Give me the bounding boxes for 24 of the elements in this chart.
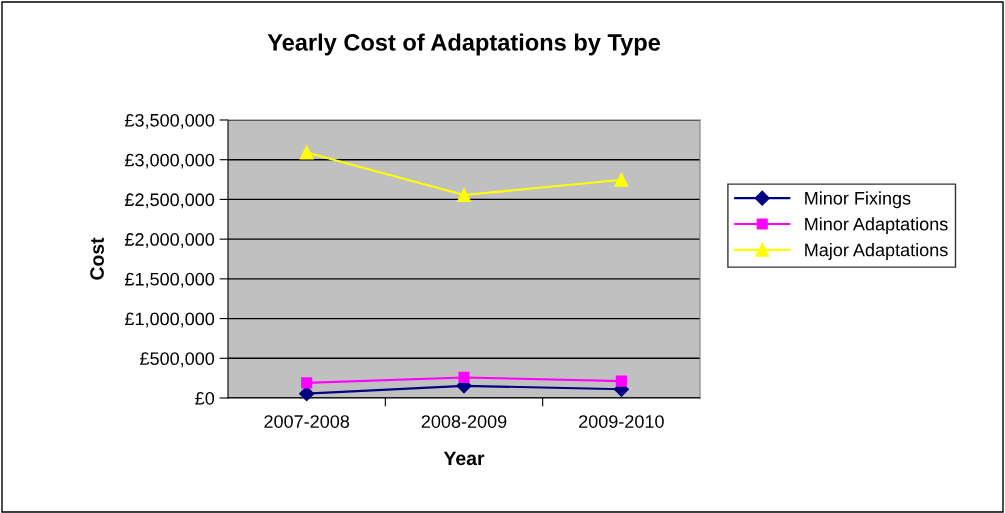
y-tick-label: £0 (195, 391, 215, 405)
y-tick-label: £500,000 (140, 352, 215, 368)
y-axis-title: Cost (90, 237, 104, 280)
point (299, 386, 315, 402)
y-tick-label: £1,500,000 (124, 272, 215, 288)
point (458, 371, 470, 383)
y-tick-label: £2,000,000 (124, 233, 215, 248)
point (615, 375, 627, 387)
x-tick-label: 2007-2008 (264, 415, 350, 428)
y-tick-label: £2,500,000 (124, 193, 215, 209)
x-tick-label: 2008-2009 (421, 415, 507, 428)
x-tick-label: 2009-2010 (579, 415, 664, 428)
point (457, 188, 471, 203)
x-axis-title: Year (443, 451, 485, 466)
chart-title: Yearly Cost of Adaptations by Type (267, 33, 661, 56)
point (614, 172, 629, 187)
point (299, 145, 314, 160)
legend-label: Minor Adaptations (805, 217, 948, 235)
legend-label: Minor Fixings (805, 191, 911, 209)
y-tick-label: £1,000,000 (124, 312, 215, 328)
y-tick-label: £3,500,000 (124, 113, 215, 129)
point (301, 377, 313, 389)
legend-label: Major Adaptations (805, 243, 948, 260)
y-tick-label: £3,000,000 (124, 153, 215, 169)
